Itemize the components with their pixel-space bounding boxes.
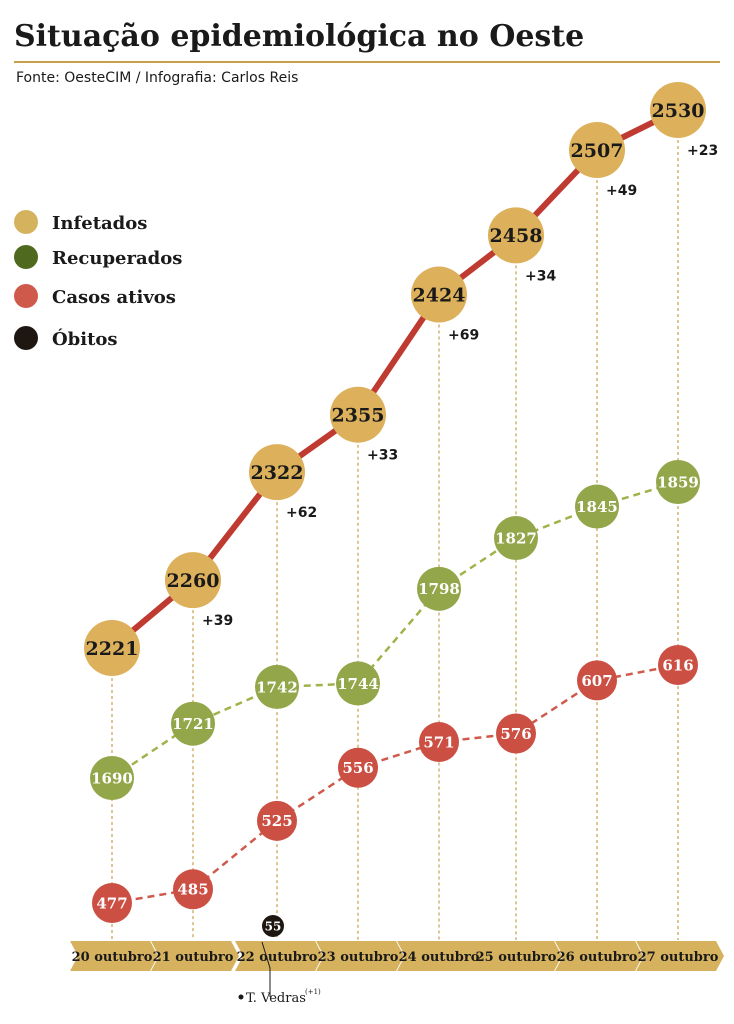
point-casos-ativos [257,800,297,841]
series-line-casos-ativos [111,663,679,905]
point-recuperados-value: 1744 [337,675,379,693]
date-label: 25 outubro [476,950,557,965]
point-infetados [165,552,221,609]
date-label: 24 outubro [399,950,480,965]
point-casos-ativos-value: 576 [500,725,531,743]
point-infetados-value: 2458 [490,225,543,247]
point-casos-ativos-value: 485 [177,881,208,899]
point-infetados-value: 2322 [251,462,304,484]
point-infetados-value: 2355 [332,405,385,427]
daily-increase-label: +23 [687,143,718,159]
point-recuperados-value: 1742 [256,678,298,696]
point-infetados [249,444,305,501]
point-obitos [262,915,284,937]
point-recuperados-value: 1721 [172,715,214,733]
legend: Infetados Recuperados Casos ativos Óbitos [14,210,182,350]
point-recuperados [255,664,299,709]
point-casos-ativos-value: 556 [342,759,373,777]
annotation-bullet [238,994,244,1000]
legend-label-obitos: Óbitos [52,327,118,350]
point-casos-ativos [173,869,213,910]
point-casos-ativos [577,660,617,701]
page-title: Situação epidemiológica no Oeste [14,19,584,54]
date-label: 21 outubro [153,950,234,965]
point-infetados-value: 2507 [571,140,624,162]
legend-marker-recuperados [14,245,38,269]
point-infetados [411,266,467,323]
point-infetados-value: 2221 [86,638,139,660]
daily-increase-label: +49 [606,183,637,199]
point-recuperados-value: 1859 [657,473,699,491]
date-tag [636,941,724,971]
point-recuperados [575,484,619,529]
date-tag [235,941,323,971]
legend-marker-obitos [14,326,38,350]
date-label: 20 outubro [72,950,153,965]
point-infetados [330,386,386,443]
source-credit: Fonte: OesteCIM / Infografia: Carlos Rei… [16,70,298,86]
point-casos-ativos [419,722,459,763]
legend-marker-infetados [14,210,38,234]
date-tag [555,941,643,971]
point-casos-ativos-value: 616 [662,656,693,674]
point-casos-ativos [496,713,536,754]
annotation-label: T. Vedras [246,991,306,1006]
point-casos-ativos [92,883,132,923]
date-tag [316,941,404,971]
annotation-superscript: (+1) [305,988,321,996]
date-tag [397,941,485,971]
point-recuperados [90,756,134,800]
point-infetados [84,620,140,676]
point-infetados [650,82,706,138]
point-recuperados-value: 1827 [495,529,537,547]
point-recuperados [656,460,700,504]
point-infetados [569,122,625,179]
date-tag [474,941,562,971]
point-casos-ativos-value: 607 [581,672,612,690]
plot-area: 20 outubro 21 outubro 22 outubro 23 outubro… [70,82,724,1006]
legend-label-casos-ativos: Casos ativos [52,287,176,308]
point-casos-ativos [658,645,698,685]
daily-increase-label: +69 [448,328,479,344]
date-label: 22 outubro [237,950,318,965]
point-casos-ativos [338,747,378,788]
point-recuperados [494,516,538,561]
daily-increase-label: +62 [286,505,317,521]
date-label: 26 outubro [557,950,638,965]
point-recuperados-value: 1690 [91,769,133,787]
point-infetados-value: 2260 [167,570,220,592]
point-casos-ativos-value: 477 [96,894,127,912]
point-infetados-value: 2424 [413,284,466,306]
daily-increase-label: +39 [202,613,233,629]
point-recuperados-value: 1845 [576,498,618,516]
annotation-pointer [261,941,271,969]
point-recuperados [336,661,380,706]
point-recuperados [171,701,215,746]
daily-increase-label: +34 [525,268,556,284]
daily-increase-label: +33 [367,448,398,464]
point-infetados [488,207,544,264]
point-casos-ativos-value: 571 [423,733,454,751]
point-recuperados-value: 1798 [418,580,460,598]
date-label: 23 outubro [318,950,399,965]
point-casos-ativos-value: 525 [261,812,292,830]
point-obitos-value: 55 [265,919,282,933]
legend-label-recuperados: Recuperados [52,248,182,269]
point-recuperados [417,566,461,611]
legend-label-infetados: Infetados [52,213,147,234]
legend-marker-casos-ativos [14,284,38,308]
point-infetados-value: 2530 [652,100,705,122]
date-tag [151,941,239,971]
date-tag [70,941,158,971]
date-label: 27 outubro [638,950,719,965]
